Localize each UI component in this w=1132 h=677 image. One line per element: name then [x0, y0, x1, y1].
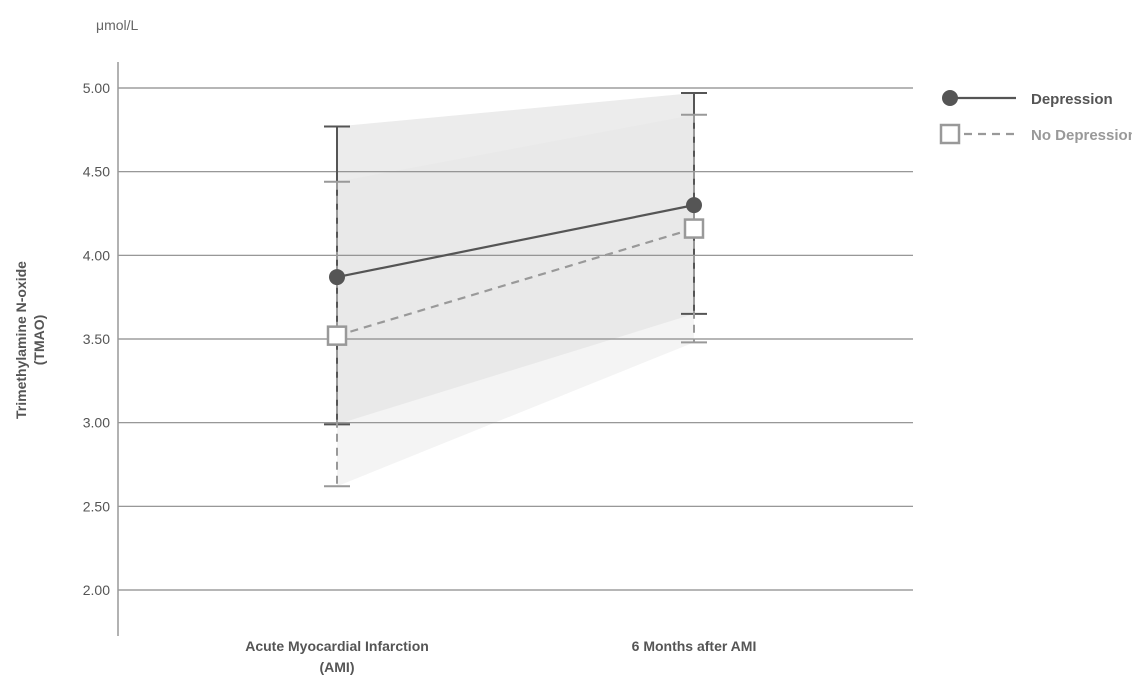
y-tick-label: 4.00 — [83, 247, 110, 263]
x-category-label: Acute Myocardial Infarction — [245, 638, 429, 654]
x-category-label-line2: (AMI) — [320, 659, 355, 675]
y-axis-title-line2: (TMAO) — [31, 315, 47, 366]
series-line-depression — [336, 204, 695, 279]
legend: Depression No Depression — [939, 90, 1132, 145]
series-markers — [326, 197, 705, 346]
category-labels: Acute Myocardial Infarction (AMI) 6 Months… — [245, 638, 756, 675]
y-tick-label: 5.00 — [83, 80, 110, 96]
data-point-square — [683, 218, 705, 239]
y-axis-title: Trimethylamine N-oxide (TMAO) — [13, 261, 47, 419]
legend-label: Depression — [1031, 91, 1113, 108]
y-tick-label: 3.50 — [83, 331, 110, 347]
data-point-circle — [329, 269, 345, 286]
legend-label: No Depression — [1031, 127, 1132, 144]
data-point-square — [326, 325, 348, 346]
legend-marker-circle — [942, 90, 958, 106]
unit-label: μmol/L — [96, 17, 139, 33]
y-tick-label: 2.00 — [83, 582, 110, 598]
legend-marker-square — [939, 123, 961, 145]
confidence-band-depression — [337, 93, 694, 425]
y-tick-label: 3.00 — [83, 415, 110, 431]
x-category-label: 6 Months after AMI — [632, 638, 757, 654]
y-ticks: 2.00 2.50 3.00 3.50 4.00 4.50 5.00 — [83, 80, 110, 598]
y-tick-label: 2.50 — [83, 498, 110, 514]
series-line-no-depression — [336, 227, 695, 337]
series-lines — [336, 204, 695, 337]
data-point-circle — [686, 197, 702, 214]
y-tick-label: 4.50 — [83, 164, 110, 180]
gridlines — [118, 87, 913, 591]
y-axis-title-line1: Trimethylamine N-oxide — [13, 261, 29, 419]
confidence-bands — [337, 93, 694, 487]
